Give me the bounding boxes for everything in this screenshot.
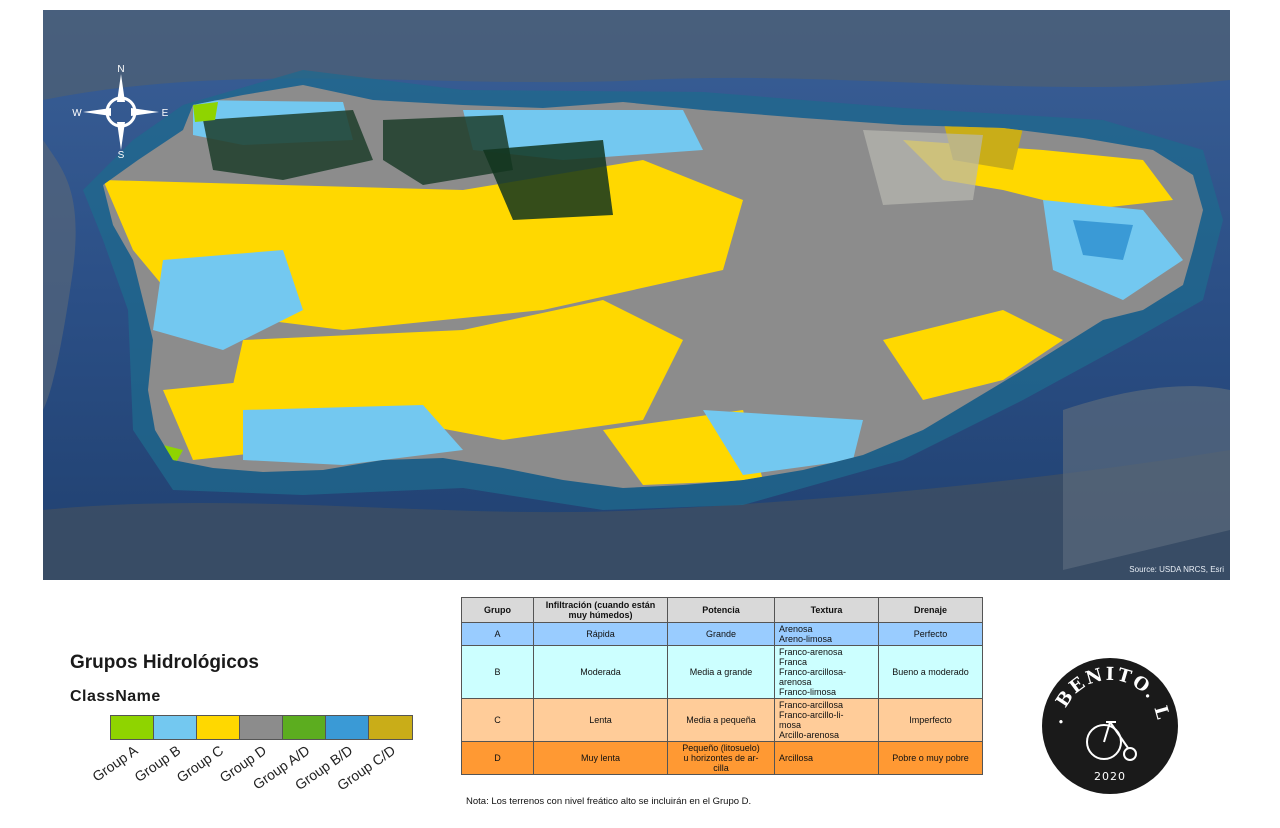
cell-drenaje: Bueno a moderado	[878, 645, 983, 699]
table-row: C Lenta Media a pequeña Franco-arcillosa Fr…	[461, 698, 983, 742]
legend-swatches	[110, 715, 413, 740]
cell-textura: Arenosa Areno-limosa	[774, 622, 879, 646]
cell-infiltracion: Rápida	[533, 622, 668, 646]
cell-infiltracion: Lenta	[533, 698, 668, 742]
legend-swatch	[283, 716, 326, 739]
legend-swatch	[326, 716, 369, 739]
cell-textura: Franco-arcillosa Franco-arcillo-li- mosa…	[774, 698, 879, 742]
cell-potencia: Grande	[667, 622, 775, 646]
cell-textura: Franco-arenosa Franca Franco-arcillosa- …	[774, 645, 879, 699]
cell-infiltracion: Muy lenta	[533, 741, 668, 775]
header-infiltracion: Infiltración (cuando están muy húmedos)	[533, 597, 668, 623]
table-row: B Moderada Media a grande Franco-arenosa Fr…	[461, 645, 983, 699]
map-canvas: N S W E	[43, 10, 1230, 580]
table-row: D Muy lenta Pequeño (litosuelo) u horizont…	[461, 741, 983, 775]
legend-subtitle: ClassName	[70, 688, 161, 705]
legend-label: Group B	[131, 742, 184, 786]
header-drenaje: Drenaje	[878, 597, 983, 623]
legend-swatch	[240, 716, 283, 739]
cell-grupo: A	[461, 622, 534, 646]
legend-title: Grupos Hidrológicos	[70, 652, 259, 673]
cell-grupo: C	[461, 698, 534, 742]
cell-textura: Arcillosa	[774, 741, 879, 775]
cell-drenaje: Imperfecto	[878, 698, 983, 742]
bicycle-icon	[1086, 721, 1137, 761]
compass-e: E	[162, 108, 169, 119]
west-seafloor	[43, 140, 76, 410]
table-note: Nota: Los terrenos con nivel freático al…	[466, 796, 752, 807]
hydrologic-groups-table: Grupo Infiltración (cuando están muy húm…	[461, 597, 983, 775]
table-header-row: Grupo Infiltración (cuando están muy húm…	[461, 597, 983, 623]
cell-infiltracion: Moderada	[533, 645, 668, 699]
soil-groups	[103, 100, 1183, 485]
header-potencia: Potencia	[667, 597, 775, 623]
compass-n: N	[117, 64, 124, 75]
table-row: A Rápida Grande Arenosa Areno-limosa Perfect…	[461, 622, 983, 646]
cell-potencia: Pequeño (litosuelo) u horizontes de ar- …	[667, 741, 775, 775]
logo-year: 2020	[1094, 770, 1126, 783]
compass-w: W	[72, 108, 82, 119]
cell-potencia: Media a grande	[667, 645, 775, 699]
header-grupo: Grupo	[461, 597, 534, 623]
cell-potencia: Media a pequeña	[667, 698, 775, 742]
compass-s: S	[118, 150, 125, 161]
soil-map[interactable]: N S W E Source: USDA NRCS, Esri	[43, 10, 1230, 580]
legend-swatch	[369, 716, 412, 739]
cell-drenaje: Perfecto	[878, 622, 983, 646]
map-source: Source: USDA NRCS, Esri	[1129, 565, 1224, 574]
st-benito-logo: ST. BENITO. LLC 2020	[1040, 656, 1178, 794]
legend-label: Group A	[88, 742, 141, 785]
east-land	[1063, 386, 1230, 570]
cell-grupo: B	[461, 645, 534, 699]
legend-swatch	[197, 716, 240, 739]
legend-swatch	[111, 716, 154, 739]
south-seafloor	[43, 450, 1230, 580]
cell-grupo: D	[461, 741, 534, 775]
header-textura: Textura	[774, 597, 879, 623]
legend-swatch	[154, 716, 197, 739]
compass-rose: N S W E	[72, 64, 168, 161]
legend-label: Group C	[173, 742, 227, 786]
cell-drenaje: Pobre o muy pobre	[878, 741, 983, 775]
